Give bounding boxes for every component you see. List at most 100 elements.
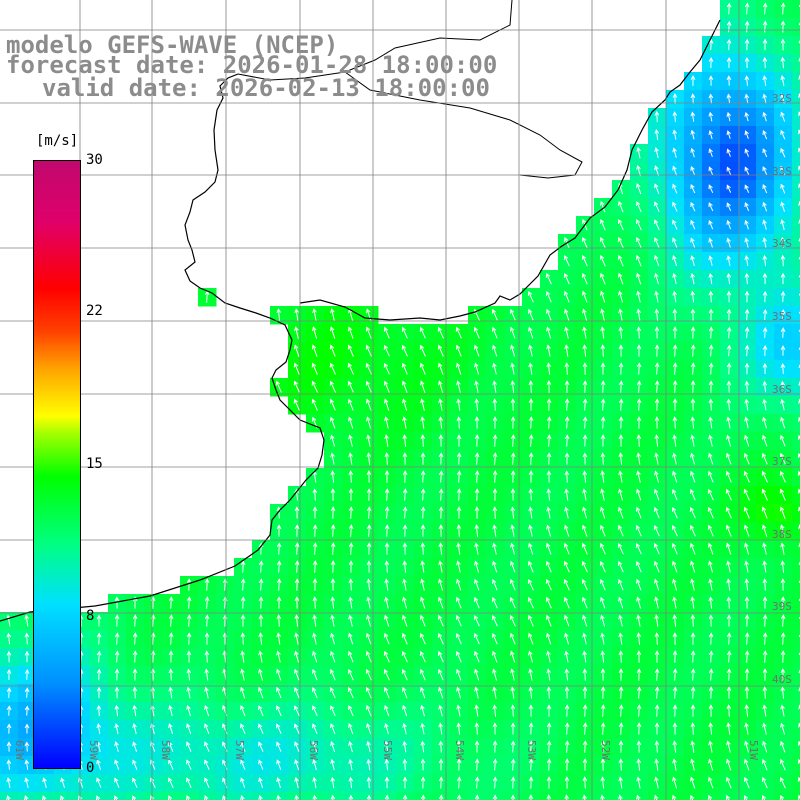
wind-arrow <box>545 614 552 627</box>
wind-arrow <box>366 542 372 555</box>
wind-arrow <box>744 740 750 753</box>
wind-arrow <box>779 470 786 483</box>
wind-arrow <box>60 777 66 788</box>
wind-arrow <box>708 722 714 735</box>
wind-arrow <box>600 200 606 213</box>
wind-arrow <box>456 740 462 753</box>
wind-arrow <box>455 650 462 663</box>
wind-arrow <box>762 111 767 122</box>
wind-arrow <box>617 200 624 213</box>
wind-arrow <box>527 290 534 303</box>
wind-arrow <box>726 255 731 266</box>
wind-arrow <box>168 777 174 788</box>
wind-arrow <box>401 326 408 339</box>
wind-arrow <box>384 506 390 519</box>
wind-speed-cell <box>792 0 800 19</box>
wind-arrow <box>438 560 443 573</box>
wind-arrow <box>582 326 587 339</box>
wind-arrow <box>114 632 120 645</box>
wind-arrow <box>365 344 372 357</box>
wind-speed-cell <box>792 54 800 73</box>
wind-arrow <box>402 722 407 735</box>
wind-arrow <box>780 38 786 51</box>
wind-arrow <box>708 166 714 175</box>
legend-label-15: 15 <box>86 456 103 472</box>
wind-arrow <box>276 777 281 789</box>
wind-arrow <box>671 488 678 501</box>
wind-arrow <box>618 470 623 483</box>
wind-arrow <box>276 524 282 537</box>
wind-arrow <box>294 506 300 519</box>
wind-arrow <box>276 723 282 734</box>
wind-arrow <box>311 362 318 375</box>
wind-arrow <box>330 452 335 465</box>
wind-speed-cell <box>792 18 800 37</box>
wind-arrow <box>401 650 408 663</box>
wind-arrow <box>600 704 606 717</box>
wind-arrow <box>510 506 516 519</box>
wind-arrow <box>762 560 767 573</box>
wind-arrow <box>708 758 714 771</box>
wind-arrow <box>636 686 642 699</box>
wind-arrow <box>168 596 174 609</box>
wind-arrow <box>671 506 678 519</box>
wind-arrow <box>510 434 516 447</box>
wind-arrow <box>6 632 12 645</box>
wind-arrow <box>672 129 678 140</box>
wind-arrow <box>401 632 408 645</box>
wind-arrow <box>762 2 768 15</box>
wind-arrow <box>708 434 713 447</box>
wind-arrow <box>384 758 390 771</box>
wind-arrow <box>636 722 642 735</box>
wind-arrow <box>329 362 336 375</box>
wind-arrow <box>240 650 245 663</box>
wind-arrow <box>636 164 641 177</box>
wind-arrow <box>654 183 660 195</box>
wind-arrow <box>384 722 389 735</box>
wind-arrow <box>149 795 155 800</box>
wind-arrow <box>545 578 552 591</box>
wind-arrow <box>600 362 606 375</box>
wind-arrow <box>294 308 299 321</box>
wind-arrow <box>564 416 570 429</box>
wind-arrow <box>654 290 659 303</box>
wind-arrow <box>456 794 462 800</box>
wind-arrow <box>311 344 318 357</box>
wind-arrow <box>204 777 210 788</box>
wind-arrow <box>510 524 515 537</box>
wind-arrow <box>527 578 534 591</box>
wind-arrow <box>528 722 534 735</box>
wind-arrow <box>600 326 605 339</box>
wind-arrow <box>743 758 750 771</box>
wind-arrow <box>96 704 102 717</box>
wind-arrow <box>726 57 732 68</box>
wind-arrow <box>474 542 479 555</box>
wind-arrow <box>618 344 624 357</box>
wind-arrow <box>635 254 642 267</box>
wind-arrow <box>654 326 660 339</box>
wind-arrow <box>636 758 642 771</box>
wind-arrow <box>492 380 497 393</box>
wind-arrow <box>780 309 786 320</box>
wind-arrow <box>564 362 570 375</box>
wind-arrow <box>690 650 696 663</box>
wind-arrow <box>743 524 750 537</box>
wind-arrow <box>600 776 606 789</box>
wind-arrow <box>708 362 714 375</box>
wind-arrow <box>348 542 354 555</box>
wind-arrow <box>708 148 713 158</box>
wind-arrow <box>672 147 677 158</box>
wind-arrow <box>582 344 588 357</box>
wind-arrow <box>330 488 336 501</box>
wind-arrow <box>437 596 444 609</box>
wind-arrow <box>797 794 800 800</box>
wind-arrow <box>348 596 353 609</box>
wind-arrow <box>492 452 498 465</box>
wind-speed-cell <box>720 792 739 800</box>
wind-arrow <box>581 578 588 591</box>
wind-arrow <box>762 416 768 429</box>
wind-arrow <box>726 38 732 51</box>
wind-arrow <box>330 614 335 627</box>
wind-arrow <box>744 272 750 285</box>
